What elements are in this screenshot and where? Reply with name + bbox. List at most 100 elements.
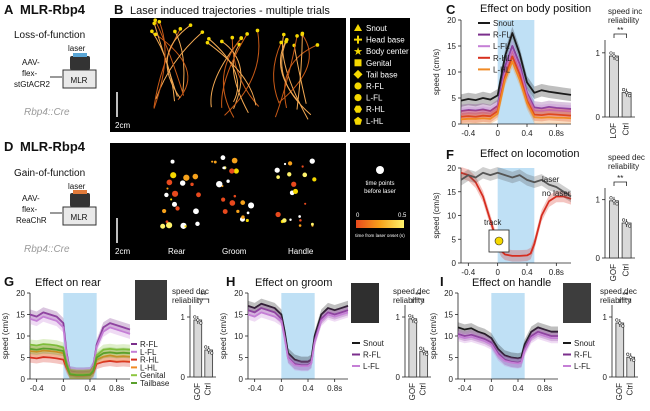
significance-label: ** bbox=[617, 26, 623, 35]
reliability-y-tick-label: 1 bbox=[596, 49, 601, 58]
marker-legend-label: Tail base bbox=[366, 70, 398, 79]
rear-photo-inset bbox=[135, 280, 167, 320]
y-tick-label: 0 bbox=[21, 375, 26, 384]
pose-dot bbox=[233, 194, 237, 198]
y-tick-label: 0 bbox=[452, 259, 457, 268]
x-tick-label: -0.4 bbox=[461, 129, 475, 138]
trajectory-end-marker bbox=[153, 32, 158, 37]
series-band bbox=[30, 307, 130, 378]
pose-dot bbox=[166, 222, 173, 229]
pose-dot bbox=[304, 202, 307, 205]
pose-dot bbox=[166, 187, 169, 190]
laser-device-icon bbox=[70, 56, 90, 70]
panel-a-letter: A bbox=[4, 2, 14, 17]
reliability-y-tick-label: 0 bbox=[603, 373, 608, 382]
reliability-point bbox=[414, 320, 418, 324]
legend-label: L-FL bbox=[363, 362, 380, 371]
trajectory-path bbox=[293, 45, 307, 104]
pose-dot bbox=[245, 218, 249, 223]
laser-device-icon bbox=[70, 193, 90, 207]
trajectory-end-marker bbox=[230, 35, 235, 40]
trajectory-path bbox=[231, 37, 260, 107]
x-tick-label: 0 bbox=[279, 384, 284, 393]
square-icon bbox=[354, 59, 362, 67]
pose-dot bbox=[299, 219, 302, 222]
pose-dot bbox=[298, 224, 302, 227]
reliability-point bbox=[210, 351, 214, 355]
chart-title: Effect on locomotion bbox=[480, 148, 579, 160]
significance-bracket bbox=[412, 298, 425, 303]
series-line bbox=[460, 55, 572, 118]
pose-dot bbox=[160, 223, 166, 229]
trajectory-end-marker bbox=[173, 29, 177, 34]
pose-dot bbox=[291, 181, 297, 187]
trajectory-path bbox=[274, 35, 298, 118]
legend-label: R-HL bbox=[140, 356, 159, 365]
reliability-point bbox=[609, 196, 613, 200]
reliability-point bbox=[207, 348, 211, 352]
series-band bbox=[458, 328, 558, 369]
marker-legend-label: L-FL bbox=[366, 94, 383, 103]
reliability-category-label: Ctrl bbox=[622, 264, 631, 277]
y-tick-label: 5 bbox=[452, 235, 457, 244]
x-tick-label: 0.8s bbox=[549, 129, 564, 138]
x-tick-label: -0.4 bbox=[30, 384, 44, 393]
trajectory-end-marker bbox=[284, 39, 288, 44]
reliability-category-label: Ctrl bbox=[622, 123, 631, 136]
time-legend-box bbox=[350, 143, 410, 260]
trajectory-path bbox=[282, 34, 309, 120]
series-line bbox=[457, 326, 558, 360]
panel-b-title: Laser induced trajectories - multiple tr… bbox=[130, 5, 330, 17]
pose-dot bbox=[287, 161, 293, 166]
legend-label: Genital bbox=[140, 371, 166, 380]
reliability-category-label: Ctrl bbox=[419, 383, 428, 396]
panel-a-virus-1: AAV- bbox=[22, 58, 40, 67]
pose-dot bbox=[183, 174, 190, 181]
pose-dot bbox=[211, 160, 214, 163]
trajectory-lines bbox=[150, 18, 320, 120]
legend-label: L-FL bbox=[574, 362, 591, 371]
pose-dot bbox=[170, 159, 175, 164]
reliability-y-tick-label: 1 bbox=[596, 196, 601, 205]
legend-label: R-HL bbox=[493, 54, 512, 63]
chart-title: Effect on body position bbox=[480, 3, 591, 15]
reliability-point bbox=[199, 321, 203, 325]
x-tick-label: 0.4 bbox=[512, 384, 524, 393]
panel-a-title: MLR-Rbp4 bbox=[20, 2, 86, 17]
reliability-y-tick-label: 0 bbox=[596, 113, 601, 122]
panel-d-virus-1: AAV- bbox=[22, 194, 40, 203]
panel-d-virus-3: ReaChR bbox=[16, 216, 47, 225]
reliability-point bbox=[627, 224, 632, 228]
panel-letter: C bbox=[446, 2, 456, 17]
legend-label: L-FL bbox=[140, 348, 157, 357]
pose-dot bbox=[222, 166, 226, 170]
x-tick-label: 0.8s bbox=[327, 384, 342, 393]
pose-dot bbox=[283, 162, 287, 166]
reliability-category-label: GOF bbox=[193, 383, 202, 400]
legend-point-line2: before laser bbox=[364, 189, 396, 195]
pose-dot bbox=[309, 158, 315, 164]
significance-bracket bbox=[619, 298, 632, 303]
reliability-bar bbox=[193, 319, 203, 378]
scale-label: 2cm bbox=[115, 247, 130, 256]
reliability-y-tick-label: 1 bbox=[181, 313, 186, 322]
reliability-point bbox=[408, 314, 412, 318]
diamond-icon bbox=[353, 69, 363, 79]
trajectory-path bbox=[207, 42, 257, 106]
pose-dot bbox=[170, 172, 177, 179]
panel-a-mlr-label: MLR bbox=[71, 76, 88, 85]
series-line bbox=[247, 311, 349, 368]
legend-label: L-HL bbox=[493, 65, 511, 74]
series-line bbox=[247, 302, 349, 363]
reliability-title-1: speed dec bbox=[172, 287, 209, 296]
reliability-y-tick-label: 0 bbox=[596, 254, 601, 263]
y-tick-label: 0 bbox=[449, 375, 454, 384]
group-groom-label: Groom bbox=[222, 247, 247, 256]
y-tick-label: 0 bbox=[452, 120, 457, 129]
pose-dot bbox=[180, 222, 187, 229]
reliability-point bbox=[411, 317, 415, 321]
